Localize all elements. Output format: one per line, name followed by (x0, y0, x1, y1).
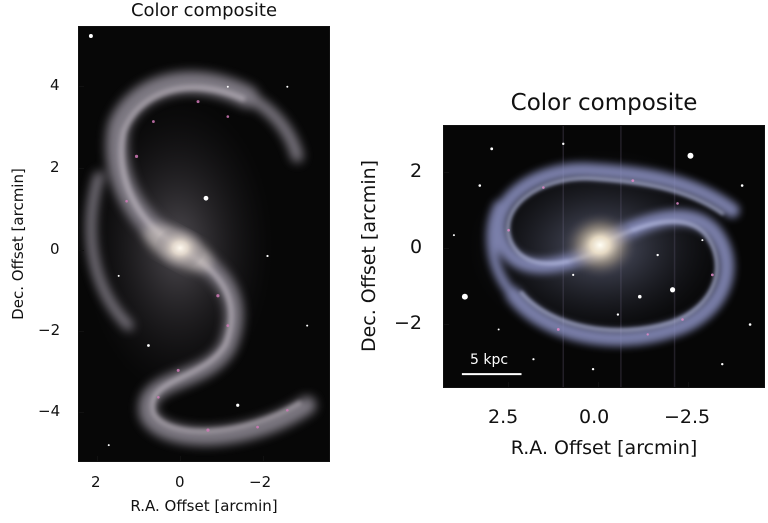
right-xtick-label: 2.5 (488, 406, 519, 428)
left-ytick-label: 2 (50, 158, 60, 176)
right-xtick-mark (688, 382, 689, 388)
right-galaxy-image: 5 kpc (443, 125, 765, 388)
right-xtick-mark (508, 382, 509, 388)
left-xtick-label: −2 (249, 473, 272, 491)
left-xtick-mark (263, 456, 264, 462)
right-xtick-label: 0.0 (579, 406, 610, 428)
left-galaxy-image (78, 26, 330, 462)
right-xtick-mark (598, 382, 599, 388)
left-xtick-label: 2 (91, 473, 101, 491)
right-galaxy-svg (444, 126, 764, 387)
left-ytick-mark (78, 331, 84, 332)
left-ytick-label: −2 (38, 321, 61, 339)
left-xtick-label: 0 (175, 473, 185, 491)
left-xtick-mark (180, 456, 181, 462)
left-panel-title: Color composite (130, 0, 278, 21)
left-ytick-mark (78, 250, 84, 251)
right-xlabel: R.A. Offset [arcmin] (510, 437, 698, 459)
left-ytick-mark (78, 412, 84, 413)
left-ytick-label: 4 (50, 76, 60, 94)
left-xlabel: R.A. Offset [arcmin] (130, 497, 278, 515)
right-panel-title: Color composite (510, 90, 698, 116)
left-ytick-label: −4 (38, 402, 61, 420)
scale-bar-label: 5 kpc (470, 352, 509, 368)
left-ytick-mark (78, 168, 84, 169)
right-ylabel: Dec. Offset [arcmin] (358, 159, 380, 353)
left-ylabel: Dec. Offset [arcmin] (9, 168, 27, 320)
left-ytick-label: 0 (50, 240, 60, 258)
right-ytick-mark (443, 248, 449, 249)
right-ytick-label: 2 (410, 160, 423, 182)
left-xtick-mark (97, 456, 98, 462)
right-xtick-label: −2.5 (664, 406, 711, 428)
right-ytick-label: −2 (394, 312, 423, 334)
left-ytick-mark (78, 86, 84, 87)
right-ytick-mark (443, 324, 449, 325)
left-galaxy-svg (79, 27, 329, 461)
right-ytick-label: 0 (410, 236, 423, 258)
right-ytick-mark (443, 172, 449, 173)
